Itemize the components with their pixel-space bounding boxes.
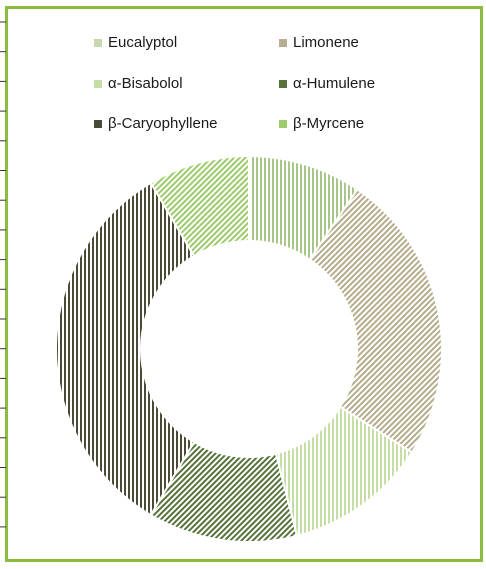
doughnut-slice-2 [308,187,443,454]
doughnut-slice-6 [149,154,250,258]
legend-label-myrcene: β-Myrcene [293,115,365,132]
legend-swatch-myrcene [279,119,287,128]
axis-ticks [0,21,6,528]
legend-label-caryophyllene: β-Caryophyllene [108,115,218,132]
chart-frame [5,6,483,562]
legend-item-eucalyptol: Eucalyptol [94,34,177,51]
doughnut-slice-5 [55,181,196,517]
legend-swatch-caryophyllene [94,119,102,128]
legend-label-humulene: α-Humulene [293,75,376,92]
legend-item-bisabolol: α-Bisabolol [94,75,183,92]
legend-item-myrcene: β-Myrcene [279,115,364,132]
legend-swatch-limonene [279,38,287,47]
legend-swatch-humulene [279,79,287,88]
legend-item-humulene: α-Humulene [279,75,375,92]
legend-item-caryophyllene: β-Caryophyllene [94,115,218,132]
legend: Eucalyptol Limonene α-Bisabolol α-Humule… [0,34,486,144]
legend-swatch-bisabolol [94,79,102,88]
legend-swatch-eucalyptol [94,38,102,47]
legend-label-eucalyptol: Eucalyptol [108,34,178,51]
legend-label-limonene: Limonene [293,34,359,51]
legend-item-limonene: Limonene [279,34,359,51]
legend-label-bisabolol: α-Bisabolol [108,75,183,92]
